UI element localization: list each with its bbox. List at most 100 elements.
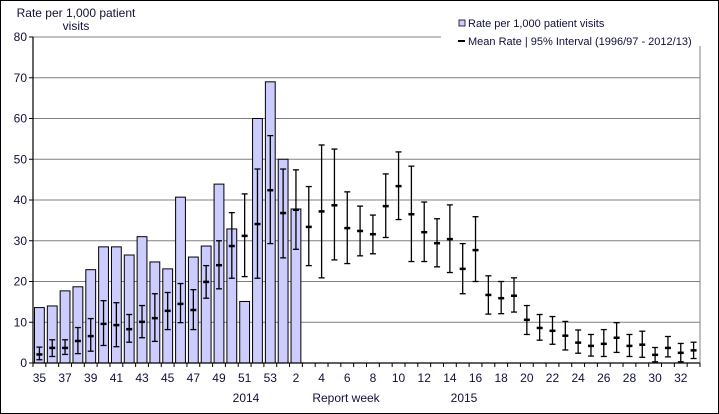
bar-week-51 xyxy=(239,300,251,364)
errorbar-week-52 xyxy=(254,168,261,279)
errorbar-week-24 xyxy=(575,329,582,354)
errorbar-week-12 xyxy=(421,201,428,263)
errorbar-week-32 xyxy=(677,342,684,363)
legend-background xyxy=(441,2,718,46)
errorbar-week-10 xyxy=(395,151,402,221)
errorbar-week-20 xyxy=(523,304,530,336)
errorbar-week-3 xyxy=(305,185,312,267)
errorbar-week-26 xyxy=(600,328,607,358)
y-axis-title: Rate per 1,000 patient visits xyxy=(17,6,136,33)
errorbar-week-53 xyxy=(267,134,274,245)
errorbar-week-5 xyxy=(331,148,338,261)
x-tick-label: 51 xyxy=(238,371,252,385)
errorbar-week-31 xyxy=(664,335,671,358)
errorbar-week-25 xyxy=(587,333,594,357)
x-tick-label: 22 xyxy=(546,371,560,385)
y-tick-label: 30 xyxy=(14,234,28,248)
errorbar-week-37 xyxy=(62,339,69,356)
bar-week-43 xyxy=(136,236,148,364)
x-tick-label: 8 xyxy=(370,371,377,385)
x-tick-label: 4 xyxy=(318,371,325,385)
errorbar-week-44 xyxy=(151,293,158,343)
errorbar-week-7 xyxy=(357,205,364,257)
errorbar-week-16 xyxy=(472,216,479,283)
y-tick-label: 80 xyxy=(14,30,28,44)
x-tick-label: 35 xyxy=(33,371,47,385)
errorbar-week-43 xyxy=(139,304,146,339)
errorbar-week-45 xyxy=(164,291,171,331)
errorbar-week-35 xyxy=(36,346,43,361)
x-tick-label: 18 xyxy=(495,371,509,385)
bar-week-48 xyxy=(200,245,212,364)
x-tick-label: 32 xyxy=(674,371,688,385)
errorbar-week-23 xyxy=(562,320,569,351)
x-tick-label: 24 xyxy=(571,371,585,385)
x-tick-label: 45 xyxy=(161,371,175,385)
year-label-2014: 2014 xyxy=(233,391,260,405)
y-tick-label: 10 xyxy=(14,315,28,329)
error-bars xyxy=(36,134,697,363)
errorbar-week-41 xyxy=(113,302,120,348)
errorbar-week-38 xyxy=(74,326,81,355)
errorbar-week-36 xyxy=(49,339,56,358)
x-tick-label: 47 xyxy=(187,371,201,385)
y-tick-label: 60 xyxy=(14,112,28,126)
x-tick-label: 53 xyxy=(264,371,278,385)
legend-label-mean: Mean Rate | 95% Interval (1996/97 - 2012… xyxy=(468,36,692,48)
errorbar-week-14 xyxy=(446,204,453,274)
y-tick-label: 40 xyxy=(14,193,28,207)
x-tick-label: 12 xyxy=(418,371,432,385)
errorbar-week-9 xyxy=(382,173,389,239)
errorbar-week-50 xyxy=(228,211,235,279)
x-tick-label: 30 xyxy=(648,371,662,385)
x-tick-label: 10 xyxy=(392,371,406,385)
errorbar-week-6 xyxy=(344,191,351,265)
y-tick-label: 70 xyxy=(14,71,28,85)
x-tick-label: 49 xyxy=(212,371,226,385)
errorbar-week-18 xyxy=(498,280,505,315)
y-tick-label: 20 xyxy=(14,275,28,289)
errorbar-week-49 xyxy=(215,240,222,290)
errorbar-week-39 xyxy=(87,317,94,352)
errorbar-week-11 xyxy=(408,165,415,263)
errorbar-week-17 xyxy=(485,275,492,315)
x-tick-label: 6 xyxy=(344,371,351,385)
errorbar-week-19 xyxy=(511,277,518,313)
x-tick-label: 14 xyxy=(443,371,457,385)
x-tick-label: 28 xyxy=(623,371,637,385)
y-tick-label: 0 xyxy=(20,356,27,370)
errorbar-week-1 xyxy=(280,168,287,259)
x-tick-label: 37 xyxy=(58,371,72,385)
errorbar-week-21 xyxy=(536,313,543,341)
errorbar-week-33 xyxy=(690,341,697,360)
errorbar-week-4 xyxy=(318,144,325,279)
errorbar-week-46 xyxy=(177,282,184,324)
bar-week-42 xyxy=(123,254,135,364)
x-tick-label: 16 xyxy=(469,371,483,385)
errorbar-week-29 xyxy=(639,330,646,358)
bar-week-46 xyxy=(175,196,186,364)
errorbar-week-42 xyxy=(126,313,133,343)
x-tick-label: 20 xyxy=(520,371,534,385)
x-tick-label: 2 xyxy=(293,371,300,385)
errorbar-week-2 xyxy=(292,169,299,250)
errorbar-week-22 xyxy=(549,315,556,345)
errorbar-week-15 xyxy=(459,242,466,295)
errorbar-week-13 xyxy=(434,218,441,268)
errorbar-week-47 xyxy=(190,288,197,331)
errorbar-week-27 xyxy=(613,322,620,354)
errorbar-week-40 xyxy=(100,300,107,347)
year-label-2015: 2015 xyxy=(451,391,478,405)
errorbar-week-48 xyxy=(203,264,210,299)
errorbar-week-28 xyxy=(626,333,633,358)
errorbar-week-30 xyxy=(652,346,659,363)
legend-swatch-bar xyxy=(458,19,466,27)
y-tick-label: 50 xyxy=(14,152,28,166)
errorbar-week-8 xyxy=(369,214,376,255)
x-tick-label: 41 xyxy=(110,371,124,385)
x-tick-label: 43 xyxy=(135,371,149,385)
x-tick-label: 26 xyxy=(597,371,611,385)
